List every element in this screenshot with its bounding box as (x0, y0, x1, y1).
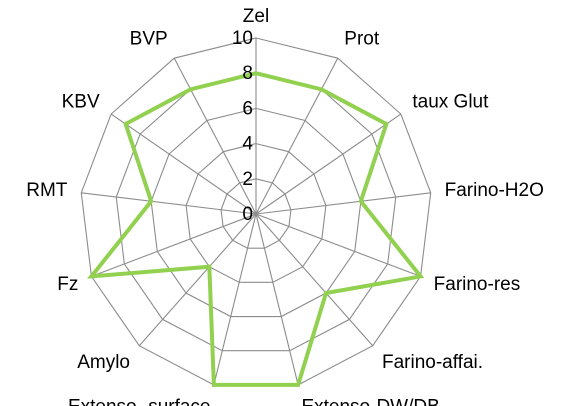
axis-label: RMT (26, 180, 68, 201)
axis-label: Amylo (77, 352, 130, 373)
axis-label: Farino-res (434, 274, 521, 295)
spoke-8 (138, 213, 257, 347)
grid-ring-6 (150, 107, 362, 318)
grid-ring-4 (185, 143, 327, 283)
spoke-4 (255, 213, 421, 277)
axis-label: KBV (62, 92, 100, 113)
spoke-5 (255, 213, 374, 347)
tick-label: 0 (242, 204, 253, 225)
spoke-1 (255, 57, 339, 215)
axis-label: Farino-H2O (445, 180, 544, 201)
axis-label: Farino-affai. (382, 352, 483, 373)
radar-tick-labels: 0 2 4 6 8 10 (232, 28, 254, 225)
spoke-12 (173, 57, 257, 215)
spoke-3 (255, 192, 431, 215)
tick-label: 2 (242, 169, 253, 190)
tick-label: 4 (242, 134, 253, 155)
axis-label: Extenso-DW/DB (301, 396, 439, 406)
radar-axis-labels: Zel Prot taux Glut Farino-H2O Farino-res Fari… (26, 6, 544, 406)
tick-label: 10 (232, 28, 253, 49)
spoke-10 (81, 192, 257, 215)
axis-label: Extenso- surface (68, 396, 211, 406)
spoke-7 (213, 213, 257, 386)
radar-spokes (81, 38, 431, 386)
radar-series (86, 71, 425, 387)
tick-label: 8 (242, 63, 253, 84)
spoke-2 (255, 113, 402, 215)
grid-ring-8 (115, 72, 397, 352)
grid-ring-2 (220, 178, 292, 249)
spoke-6 (255, 213, 299, 386)
axis-label: Prot (344, 29, 380, 50)
series-line-0 (86, 71, 425, 387)
spoke-9 (91, 213, 257, 277)
tick-label: 6 (242, 98, 253, 119)
axis-label: Zel (243, 6, 269, 27)
axis-label: taux Glut (412, 92, 489, 113)
axis-label: BVP (130, 29, 168, 50)
spoke-11 (110, 113, 257, 215)
axis-label: Fz (57, 274, 78, 295)
